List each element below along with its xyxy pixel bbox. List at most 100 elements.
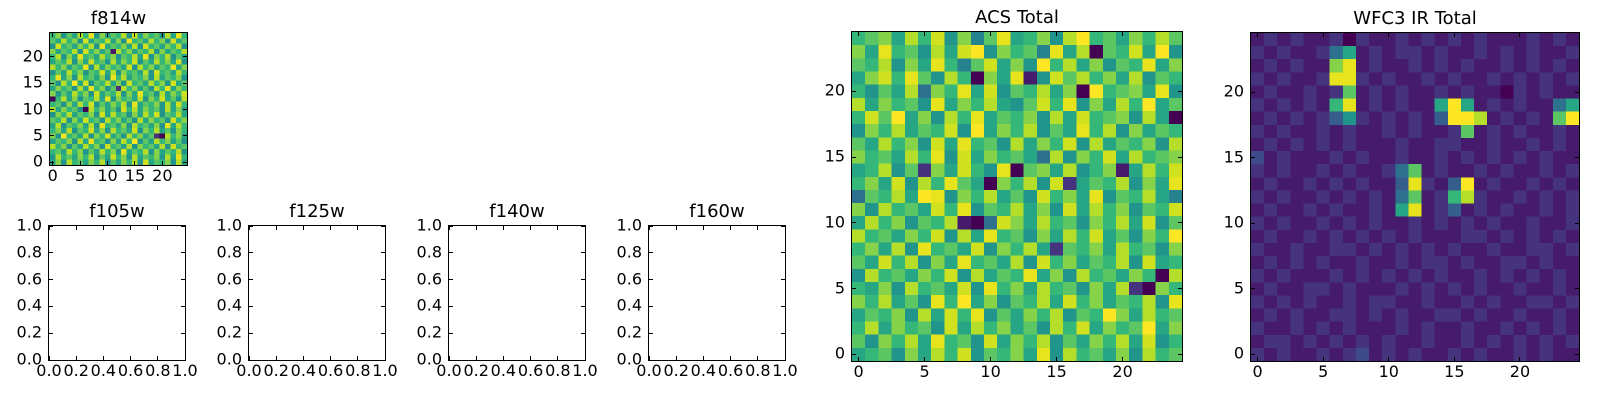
y-tick-label: 10 [22, 99, 43, 119]
x-tick-mark [1122, 357, 1124, 361]
y-tick-label: 0.6 [416, 269, 442, 289]
y-tick-label: 0.8 [616, 242, 642, 262]
y-tick-mark [1178, 353, 1182, 355]
x-tick-label: 0 [1252, 362, 1263, 381]
y-tick-mark [381, 279, 385, 281]
x-tick-mark [858, 32, 860, 36]
y-tick-label: 0.2 [616, 322, 642, 342]
x-tick-label: 20 [1509, 362, 1531, 381]
y-tick-mark [381, 305, 385, 307]
panel-f814w: f814w 0 5 10 15 20 0 5 10 15 20 [23, 9, 188, 184]
x-tick-label: 1.0 [372, 361, 398, 380]
y-tick-label: 0.4 [416, 296, 442, 316]
y-tick-mark [852, 288, 856, 290]
y-tick-mark [1575, 222, 1579, 224]
y-tick-mark [449, 332, 453, 334]
panel-acs-total: ACS Total 0 5 10 15 20 0 5 10 15 20 [825, 8, 1183, 380]
x-tick-mark [1257, 357, 1259, 361]
y-tick-mark [249, 279, 253, 281]
y-tick-mark [381, 359, 385, 361]
y-tick-label: 0.4 [616, 296, 642, 316]
x-tick-label: 0.2 [463, 361, 489, 380]
y-tick-label: 0.2 [216, 322, 242, 342]
y-tick-mark [781, 332, 785, 334]
y-tick-mark [449, 252, 453, 254]
x-tick-mark [330, 226, 332, 230]
x-tick-label: 10 [97, 166, 118, 185]
x-tick-mark [448, 356, 450, 360]
x-tick-mark [675, 226, 677, 230]
x-tick-mark [130, 356, 132, 360]
x-tick-mark [1322, 33, 1324, 37]
x-tick-label: 1.0 [572, 361, 598, 380]
x-tick-mark [1322, 357, 1324, 361]
y-tick-label: 5 [834, 278, 845, 298]
x-tick-mark [1519, 357, 1521, 361]
x-tick-label: 0.6 [517, 361, 544, 380]
y-tick-label: 0 [1233, 344, 1244, 364]
x-tick-label: 0.0 [636, 361, 662, 380]
x-tick-mark [1388, 33, 1390, 37]
y-tick-label: 15 [1223, 147, 1244, 167]
y-tick-mark [781, 252, 785, 254]
y-tick-mark [381, 252, 385, 254]
x-tick-mark [75, 356, 77, 360]
x-tick-mark [1519, 33, 1521, 37]
heatmap-image [852, 32, 1182, 361]
panel-title-f140w: f140w [489, 201, 545, 223]
x-tick-mark [302, 356, 304, 360]
x-tick-mark [184, 356, 186, 360]
y-tick-mark [1251, 222, 1255, 224]
x-tick-mark [184, 226, 186, 230]
x-tick-label: 0.2 [263, 361, 289, 380]
y-tick-mark [183, 161, 187, 163]
y-tick-mark [649, 305, 653, 307]
x-tick-label: 20 [152, 166, 173, 185]
y-tick-label: 0.4 [16, 296, 42, 316]
x-tick-mark [702, 226, 704, 230]
y-tick-label: 20 [1223, 81, 1244, 101]
y-tick-mark [183, 135, 187, 137]
y-tick-label: 0.6 [616, 269, 642, 289]
panel-title-f814w: f814w [90, 8, 147, 30]
x-tick-mark [990, 357, 992, 361]
x-tick-mark [502, 226, 504, 230]
y-tick-mark [781, 279, 785, 281]
y-tick-mark [50, 56, 54, 58]
y-tick-label: 10 [1223, 212, 1244, 232]
y-tick-mark [1575, 353, 1579, 355]
y-tick-mark [181, 359, 185, 361]
heatmap-image [50, 33, 187, 165]
heatmap-image [1251, 33, 1579, 361]
x-tick-mark [675, 356, 677, 360]
x-tick-label: 0.0 [436, 361, 462, 380]
y-tick-mark [49, 279, 53, 281]
x-tick-label: 0.0 [36, 361, 62, 380]
y-tick-mark [249, 225, 253, 227]
x-tick-mark [102, 356, 104, 360]
y-tick-label: 0.6 [16, 269, 42, 289]
y-tick-label: 1.0 [216, 215, 242, 235]
y-tick-label: 0.0 [616, 349, 642, 369]
y-tick-mark [1575, 288, 1579, 290]
x-tick-label: 5 [919, 362, 930, 381]
x-tick-label: 15 [1046, 362, 1067, 381]
y-tick-label: 0.2 [416, 322, 442, 342]
x-tick-label: 1.0 [172, 361, 198, 380]
x-tick-mark [357, 356, 359, 360]
y-tick-mark [381, 225, 385, 227]
x-tick-mark [448, 226, 450, 230]
x-tick-mark [502, 356, 504, 360]
y-tick-mark [181, 225, 185, 227]
x-tick-label: 0.4 [490, 361, 517, 380]
y-tick-mark [249, 305, 253, 307]
x-tick-label: 0.6 [317, 361, 344, 380]
x-tick-mark [157, 226, 159, 230]
x-tick-mark [924, 32, 926, 36]
y-tick-mark [781, 225, 785, 227]
x-tick-mark [134, 33, 136, 37]
panel-f160w: f160w 0.0 0.2 0.4 0.6 0.8 1.0 0.0 0.2 0.4 0.6 0.8 1… [617, 202, 798, 379]
x-tick-label: 20 [1112, 362, 1133, 381]
y-tick-mark [49, 359, 53, 361]
x-tick-mark [648, 226, 650, 230]
